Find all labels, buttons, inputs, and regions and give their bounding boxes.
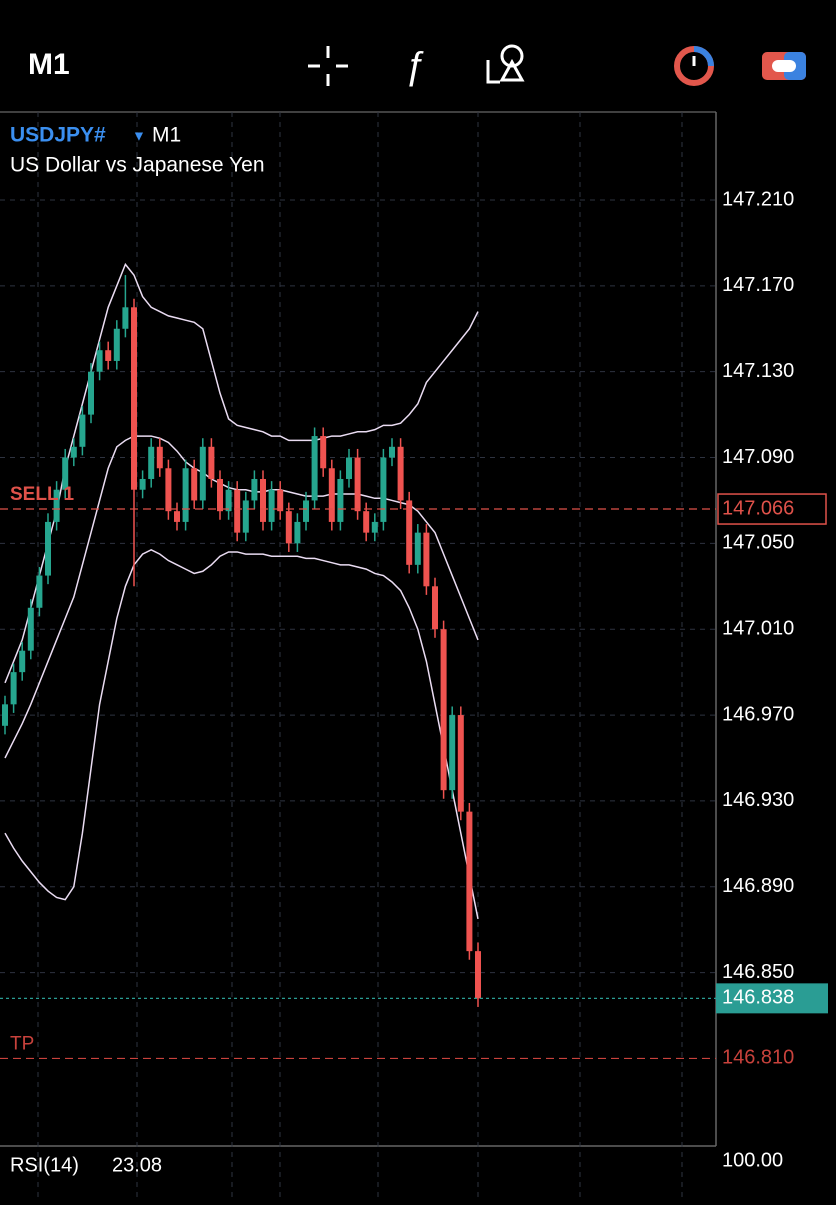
candle-body	[19, 650, 26, 673]
candle-body	[242, 500, 249, 533]
candle-body	[260, 478, 266, 522]
candle-body	[225, 489, 232, 512]
candle-body	[475, 951, 481, 999]
candle-body	[70, 446, 77, 458]
candle-body	[96, 350, 103, 372]
symbol-dropdown-icon[interactable]: ▼	[132, 128, 146, 144]
candle-body	[234, 489, 241, 533]
candle-body	[217, 478, 223, 512]
candle-body	[432, 586, 438, 630]
candle-body	[174, 511, 180, 522]
candle-body	[27, 607, 34, 651]
vertical-grid	[37, 112, 683, 1200]
candle-body	[449, 715, 456, 791]
candle-body	[165, 468, 172, 512]
candle-body	[320, 436, 327, 469]
candle-body	[303, 500, 309, 522]
candle-body	[62, 457, 69, 490]
candle-body	[423, 532, 430, 587]
candle-body	[199, 446, 206, 501]
candle-body	[45, 521, 51, 576]
candle-body	[285, 511, 292, 544]
candle-body	[122, 307, 129, 329]
candle-body	[191, 468, 198, 501]
toolbar-timeframe[interactable]: M1	[28, 48, 70, 81]
bollinger-band	[4, 262, 479, 684]
candle-body	[277, 489, 284, 512]
indicator-icon[interactable]: ƒ	[404, 45, 425, 88]
y-tick-label: 146.890	[722, 875, 794, 897]
rsi-label: RSI(14)	[10, 1154, 79, 1176]
chart-timeframe: M1	[152, 124, 181, 147]
sell-price-label: 147.066	[722, 497, 794, 519]
y-tick-label: 147.010	[722, 618, 794, 640]
candle-body	[88, 371, 94, 415]
candle-body	[10, 672, 17, 705]
candle-body	[53, 489, 60, 522]
y-tick-label: 147.090	[722, 446, 794, 468]
y-tick-label: 146.850	[722, 961, 794, 983]
candle-body	[105, 350, 112, 361]
candle-body	[346, 457, 352, 479]
candle-body	[79, 414, 86, 447]
candle-body	[354, 457, 361, 512]
trade-icon[interactable]	[674, 46, 714, 86]
candle-body	[294, 521, 301, 544]
crosshair-icon[interactable]	[308, 46, 348, 86]
rsi-scale-label: 100.00	[722, 1149, 783, 1171]
candle-body	[397, 446, 404, 501]
symbol[interactable]: USDJPY#	[10, 124, 106, 147]
candle-body	[208, 446, 215, 479]
account-icon[interactable]	[762, 52, 806, 80]
candle-body	[251, 478, 258, 501]
candle-body	[389, 446, 395, 458]
current-price-label: 146.838	[722, 987, 794, 1009]
candle-body	[328, 468, 335, 522]
candle-body	[268, 489, 275, 522]
candle-body	[363, 511, 370, 533]
candle-body	[457, 715, 464, 812]
candle-body	[440, 629, 447, 791]
candle-body	[414, 532, 421, 565]
candle-body	[380, 457, 387, 522]
sell-price-box	[717, 493, 827, 525]
rsi-value: 23.08	[112, 1154, 162, 1176]
y-tick-label: 147.210	[722, 188, 794, 210]
tp-price-label: 146.810	[722, 1047, 794, 1069]
candle-body	[156, 446, 163, 469]
candle-body	[466, 811, 473, 952]
candle-body	[371, 521, 378, 533]
bollinger-band	[4, 435, 479, 759]
candle-body	[148, 446, 155, 479]
symbol-description: US Dollar vs Japanese Yen	[10, 154, 265, 177]
y-tick-label: 147.050	[722, 532, 794, 554]
candle-body	[131, 307, 137, 490]
candle-body	[311, 436, 318, 501]
candle-body	[406, 500, 413, 565]
candle-body	[2, 704, 8, 726]
objects-icon[interactable]	[486, 44, 525, 84]
y-tick-label: 147.130	[722, 360, 794, 382]
y-tick-label: 146.930	[722, 789, 794, 811]
tp-level-label: TP	[10, 1033, 34, 1054]
candle-body	[182, 468, 189, 522]
y-tick-label: 146.970	[722, 703, 794, 725]
y-tick-label: 147.170	[722, 274, 794, 296]
current-price-box	[716, 983, 828, 1014]
candle-body	[337, 478, 344, 522]
candle-body	[113, 328, 120, 361]
bollinger-band	[4, 548, 479, 920]
candle-body	[36, 575, 43, 608]
sell-level-label: SELL 1	[10, 484, 74, 505]
candle-body	[139, 478, 146, 490]
